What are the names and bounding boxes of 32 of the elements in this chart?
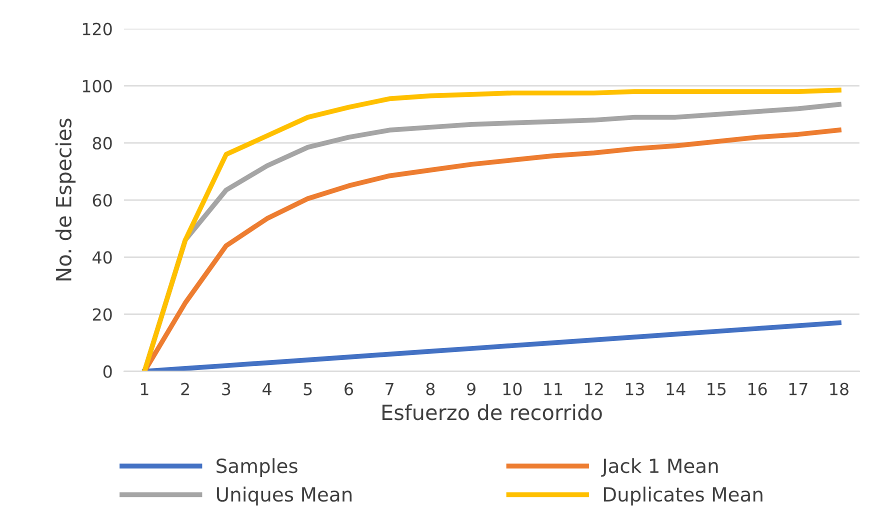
x-tick-label: 12	[585, 382, 603, 396]
x-tick-label: 17	[789, 382, 808, 396]
x-tick-label: 3	[222, 382, 230, 396]
y-tick-label: 0	[103, 365, 112, 378]
x-tick-label: 8	[426, 382, 435, 396]
y-tick-label: 120	[82, 22, 112, 36]
x-tick-label: 9	[467, 382, 476, 396]
x-tick-label: 14	[666, 382, 686, 396]
x-tick-label: 2	[181, 382, 189, 396]
legend-label: Samples	[216, 458, 298, 477]
x-tick-label: 15	[708, 382, 726, 396]
legend-label: Uniques Mean	[217, 486, 352, 506]
x-tick-label: 7	[386, 382, 394, 396]
y-tick-label: 80	[92, 136, 112, 150]
legend-label: Jack 1 Mean	[601, 458, 718, 477]
y-tick-label: 20	[92, 308, 112, 321]
x-axis-title: Esfuerzo de recorrido	[382, 404, 602, 420]
x-tick-label: 5	[304, 382, 312, 396]
x-tick-label: 11	[544, 382, 562, 396]
x-tick-label: 16	[748, 382, 767, 396]
x-tick-label: 13	[626, 382, 644, 396]
x-tick-label: 1	[140, 382, 148, 396]
y-tick-label: 40	[92, 251, 112, 264]
x-tick-label: 6	[344, 382, 353, 396]
line-series	[142, 320, 842, 372]
x-tick-label: 4	[262, 382, 272, 396]
y-axis-title: No. de Especies	[55, 118, 76, 280]
legend-label: Duplicates Mean	[604, 486, 762, 506]
x-tick-label: 18	[830, 382, 848, 396]
x-tick-label: 10	[503, 382, 522, 396]
y-tick-label: 100	[82, 80, 112, 92]
y-tick-label: 60	[92, 194, 112, 207]
